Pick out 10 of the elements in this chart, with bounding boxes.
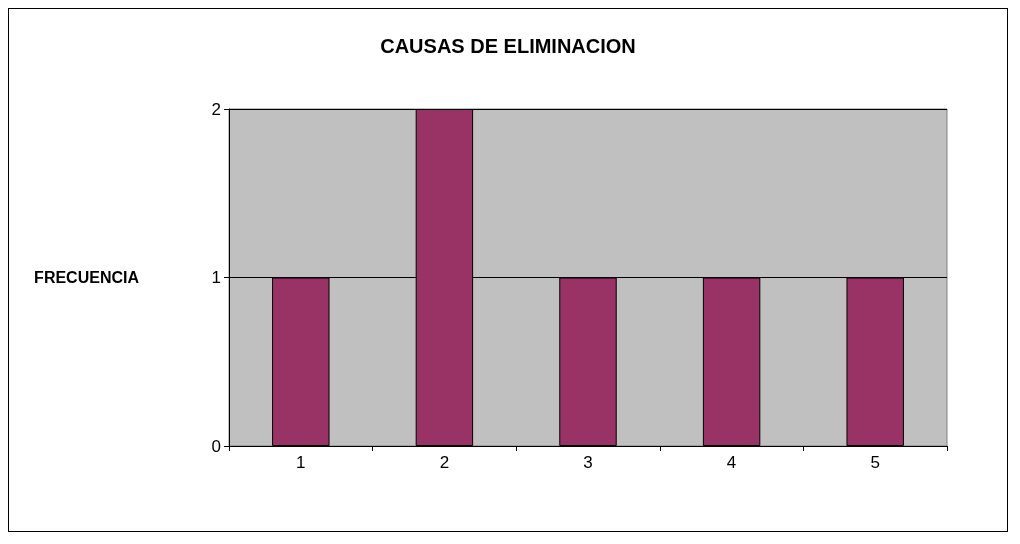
y-tick-label: 0 — [211, 436, 221, 456]
x-tick-label: 5 — [870, 453, 880, 472]
x-tick-label: 3 — [583, 453, 593, 472]
y-axis-title: FRECUENCIA — [34, 269, 140, 286]
x-tick-label: 2 — [439, 453, 450, 472]
y-tick-label: 2 — [211, 99, 221, 119]
x-tick-label: 1 — [296, 453, 306, 472]
chart-title: CAUSAS DE ELIMINACION — [380, 35, 636, 57]
y-tick-label: 1 — [211, 268, 221, 287]
x-tick-label: 4 — [726, 453, 737, 472]
